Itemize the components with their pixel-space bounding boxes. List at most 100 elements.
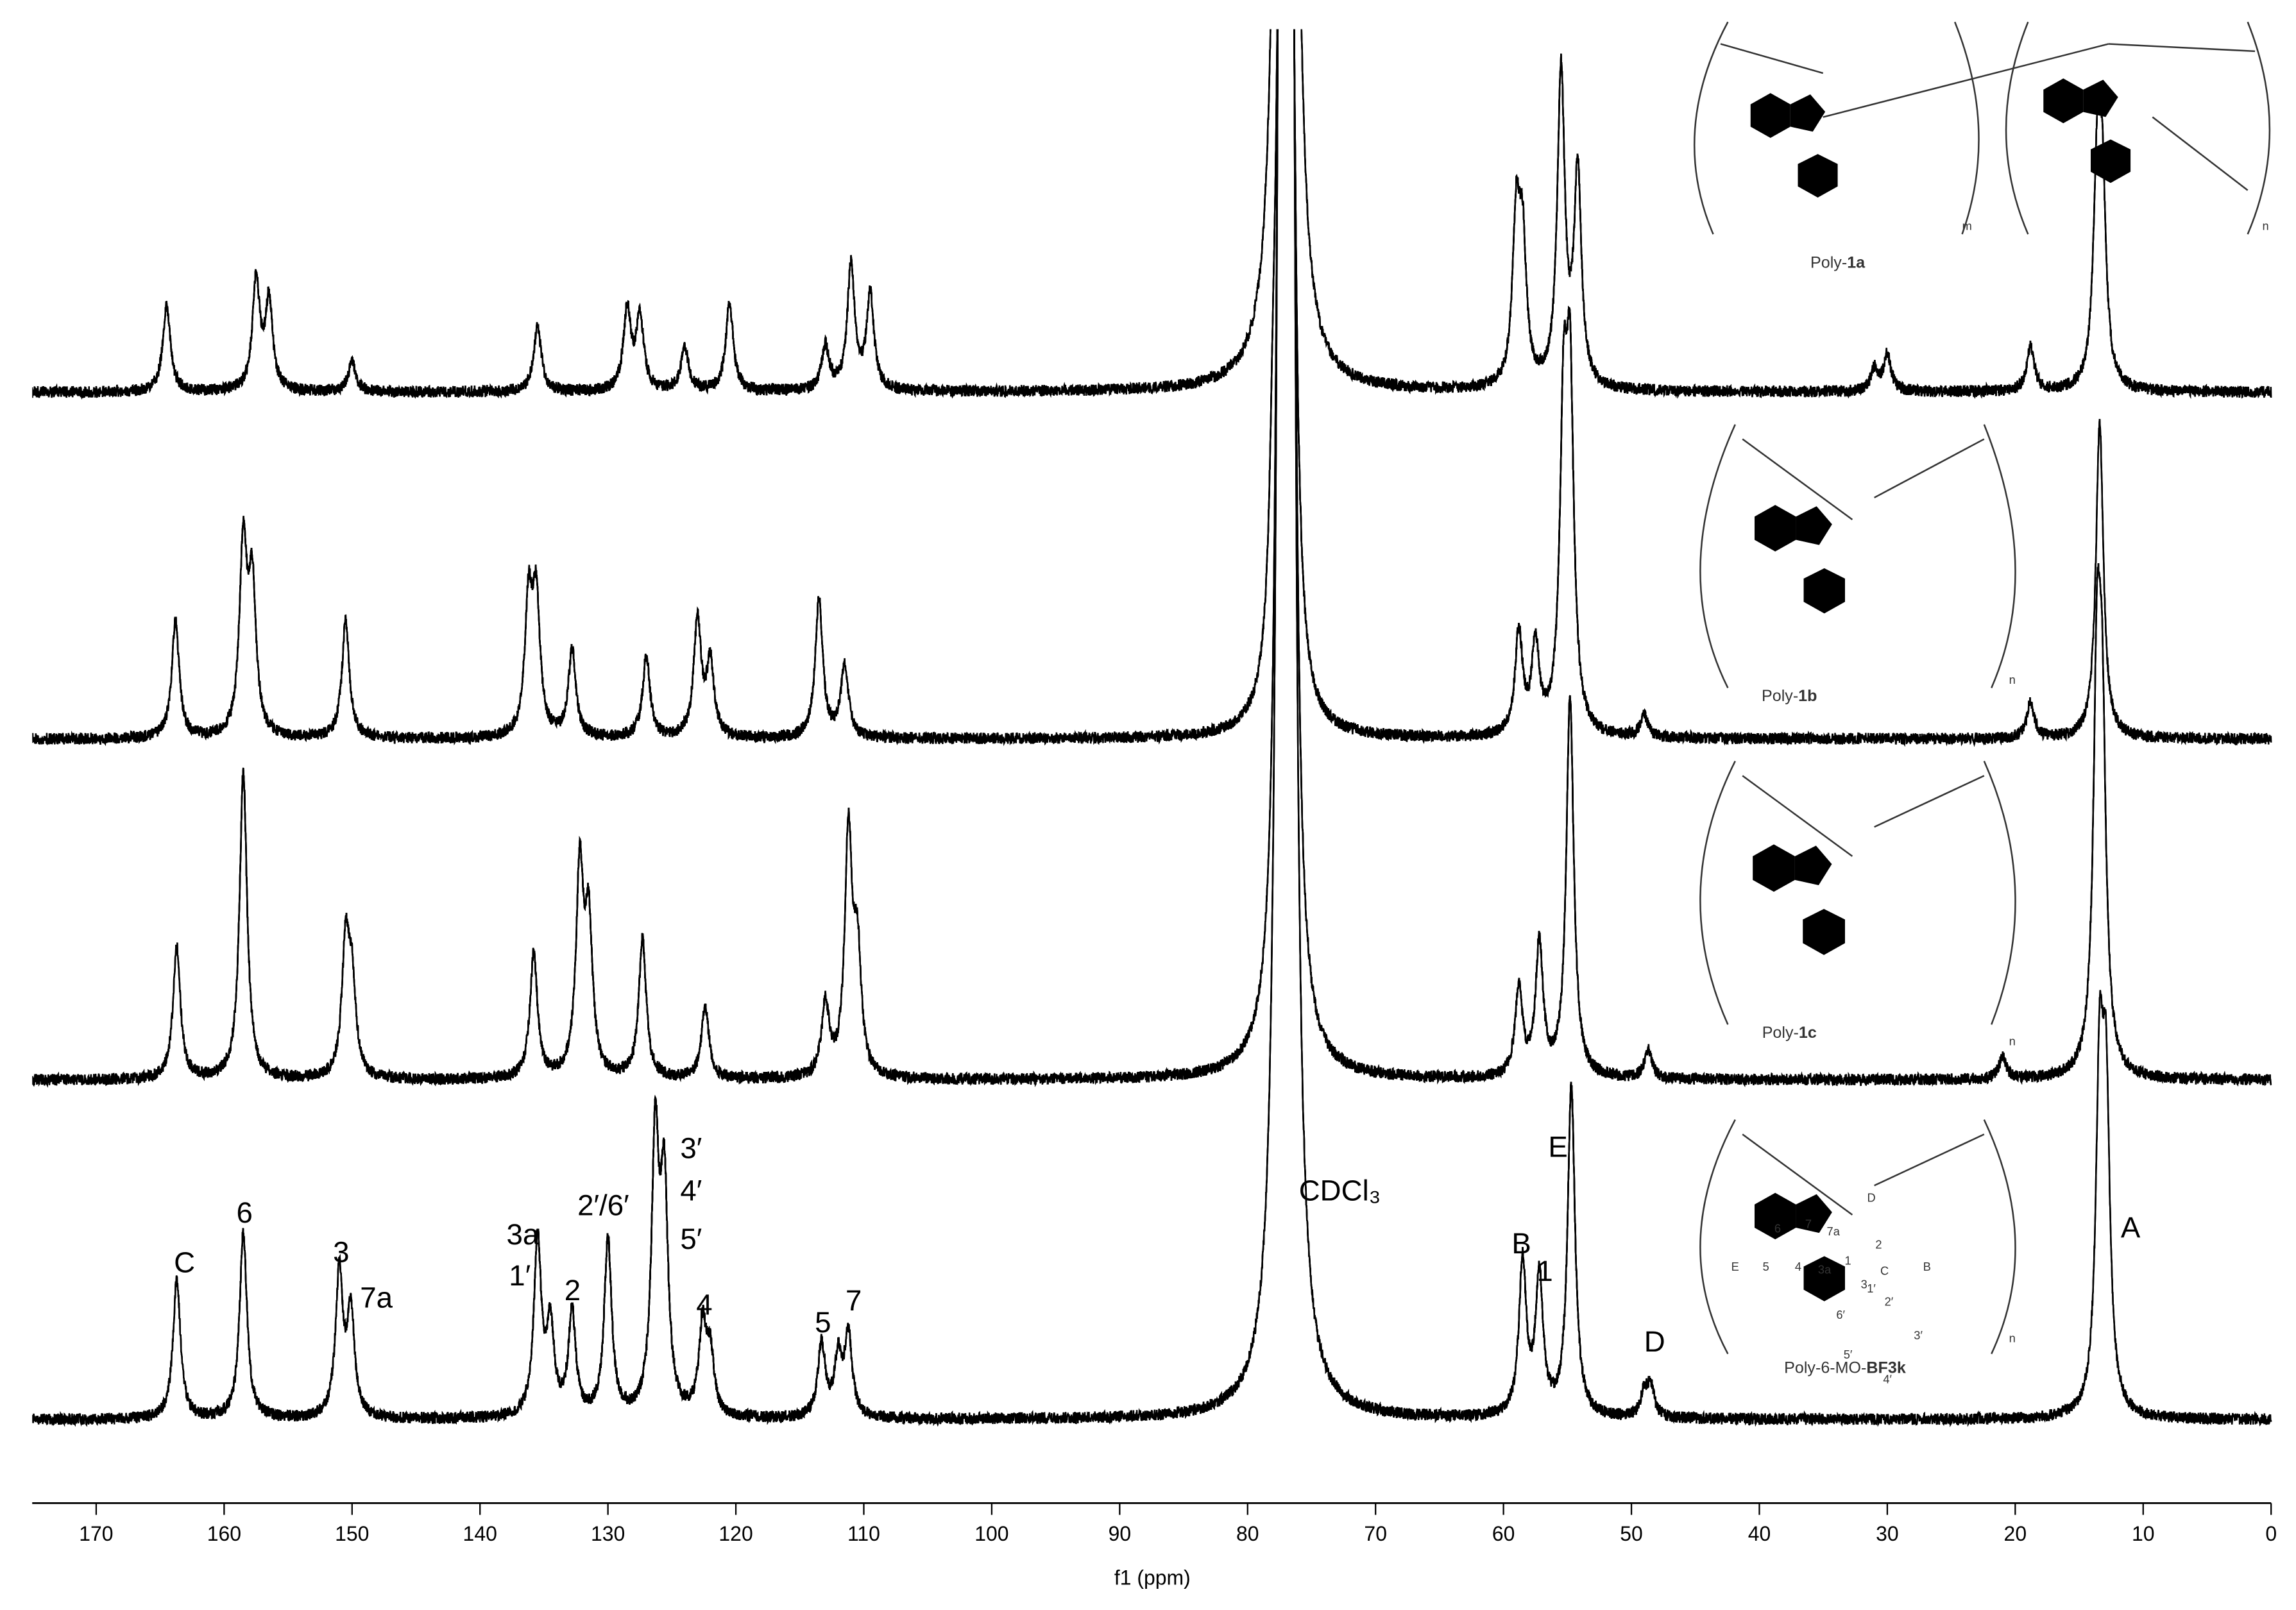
peak-label: 4′ xyxy=(680,1174,702,1207)
peak xyxy=(1393,53,1652,396)
peak xyxy=(1387,53,1645,395)
peak xyxy=(1152,29,1410,745)
bracket xyxy=(1983,761,2016,1025)
peak-label: 1′ xyxy=(509,1259,531,1292)
structure-bold: 1b xyxy=(1798,687,1817,705)
atom-label: 5′ xyxy=(1844,1348,1853,1361)
x-tick-label: 170 xyxy=(79,1522,113,1545)
peak xyxy=(114,767,372,1087)
peak xyxy=(696,255,955,399)
peak xyxy=(1162,29,1420,1421)
peak-label: E xyxy=(1548,1130,1567,1163)
peak xyxy=(1410,1081,1669,1423)
peak xyxy=(690,596,948,745)
peak xyxy=(1152,29,1410,394)
atom-label: 1 xyxy=(1844,1254,1851,1267)
peak xyxy=(1157,29,1415,394)
x-tick-label: 160 xyxy=(207,1522,241,1545)
structure-bold: 1c xyxy=(1799,1024,1817,1042)
peak-label: CDCl₃ xyxy=(1299,1174,1381,1207)
atom-label: 2 xyxy=(1875,1238,1882,1251)
peak xyxy=(114,516,372,744)
structure-bold: BF3k xyxy=(1866,1359,1905,1377)
peak-label: 7a xyxy=(360,1281,393,1314)
peak-label: 6 xyxy=(236,1196,252,1229)
structure-bf3k xyxy=(1699,1119,2016,1355)
x-tick-label: 40 xyxy=(1748,1522,1771,1545)
peak-label: 7 xyxy=(846,1284,862,1317)
peak xyxy=(1162,29,1420,743)
bracket xyxy=(1693,21,1729,235)
atom-label: C xyxy=(1880,1264,1889,1278)
peak xyxy=(47,767,306,1087)
x-tick-label: 90 xyxy=(1109,1522,1132,1545)
peak-label: 3a xyxy=(506,1218,539,1251)
atom-label: D xyxy=(1867,1191,1875,1205)
peak xyxy=(1152,29,1410,1082)
peak xyxy=(223,767,480,1087)
structure-prefix: Poly- xyxy=(1762,1024,1799,1042)
x-tick-label: 60 xyxy=(1492,1522,1515,1545)
peak xyxy=(1432,53,1690,399)
x-tick-label: 10 xyxy=(2132,1522,2155,1545)
structure-prefix: Poly-6-MO- xyxy=(1784,1359,1866,1377)
peak xyxy=(1442,1081,1701,1424)
peak xyxy=(1873,563,2132,1087)
x-tick-label: 110 xyxy=(847,1522,880,1545)
bracket xyxy=(1983,424,2016,688)
atom-label: E xyxy=(1731,1260,1739,1273)
peak xyxy=(1162,29,1420,1081)
x-tick-label: 80 xyxy=(1236,1522,1259,1545)
bracket xyxy=(1954,21,1980,235)
atom-label: 7 xyxy=(1805,1217,1812,1231)
repeat-subscript: n xyxy=(2009,673,2016,686)
x-tick-label: 20 xyxy=(2004,1522,2027,1545)
peak xyxy=(400,564,658,745)
peak-label: 3 xyxy=(333,1236,349,1269)
x-tick-label: 130 xyxy=(591,1522,625,1545)
atom-label: 3 xyxy=(1861,1277,1867,1291)
peak xyxy=(1406,305,1665,744)
peak xyxy=(1441,305,1699,745)
peak xyxy=(1390,695,1648,1085)
structure-bold: 1a xyxy=(1847,253,1866,271)
peak-label: 2′/6′ xyxy=(577,1189,629,1222)
structure-name: Poly-6-MO-BF3k xyxy=(1784,1359,1906,1377)
peak xyxy=(443,564,701,745)
peak xyxy=(421,1094,679,1425)
repeat-subscript: m xyxy=(1962,219,1972,233)
peak xyxy=(1449,53,1706,399)
peak xyxy=(715,596,974,745)
peak xyxy=(1157,29,1415,1082)
peak xyxy=(1973,563,2231,1085)
peak xyxy=(1971,419,2229,747)
x-tick-label: 140 xyxy=(463,1522,497,1545)
peak-label: 5 xyxy=(815,1306,831,1339)
peak xyxy=(451,836,709,1085)
peak xyxy=(581,596,839,744)
baseline-noise xyxy=(32,1407,2272,1427)
peak xyxy=(37,269,296,400)
peak xyxy=(1522,1081,1780,1427)
atom-label: 5 xyxy=(1763,1260,1769,1273)
peak xyxy=(513,836,771,1085)
repeat-subscript: n xyxy=(2009,1034,2016,1047)
peak xyxy=(409,300,667,399)
peak xyxy=(581,1094,839,1425)
peak xyxy=(407,564,665,745)
bracket xyxy=(2247,21,2271,235)
structure-prefix: Poly- xyxy=(1762,687,1798,705)
repeat-subscript: n xyxy=(2263,219,2269,233)
atom-label: 1′ xyxy=(1867,1282,1876,1295)
peak xyxy=(405,836,663,1087)
traces xyxy=(32,29,2272,1427)
structure-name: Poly-1b xyxy=(1762,687,1817,705)
peak xyxy=(719,808,978,1086)
bracket xyxy=(2005,21,2029,235)
x-tick-label: 120 xyxy=(719,1522,753,1545)
peak-label: 5′ xyxy=(680,1223,702,1255)
bracket xyxy=(1699,424,1736,689)
structure-prefix: Poly- xyxy=(1810,253,1847,271)
peak xyxy=(443,1094,701,1425)
